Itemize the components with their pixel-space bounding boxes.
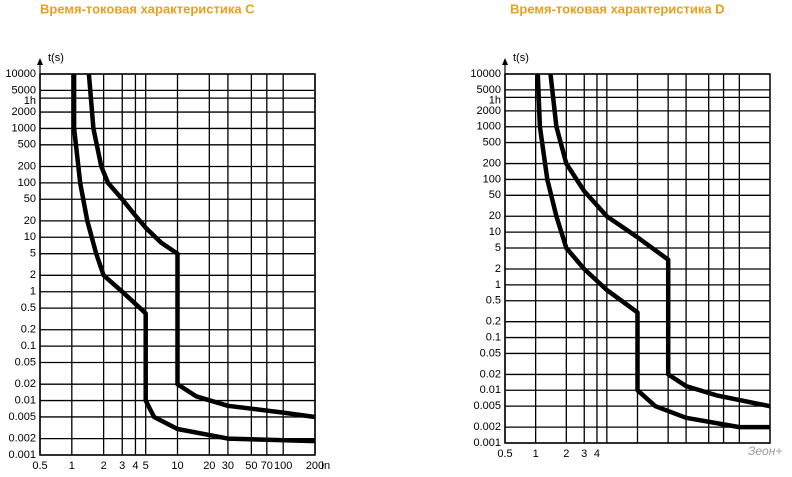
y-tick-label: 0.02 <box>15 378 36 390</box>
y-tick-label: 20 <box>489 210 501 222</box>
x-tick-label: 10 <box>171 460 183 472</box>
y-tick-label: 0.005 <box>8 411 36 423</box>
y-tick-label: 10 <box>24 231 36 243</box>
y-tick-label: 20 <box>24 215 36 227</box>
y-tick-label: 0.002 <box>473 421 501 433</box>
x-tick-label: 3 <box>581 448 587 460</box>
y-tick-label: 200 <box>18 160 36 172</box>
y-tick-label: 0.05 <box>480 347 501 359</box>
x-tick-label: 4 <box>594 448 600 460</box>
y-tick-label: 1 <box>30 286 36 298</box>
y-tick-label: 5000 <box>12 84 36 96</box>
y-tick-label: 0.02 <box>480 368 501 380</box>
y-tick-label: 50 <box>489 189 501 201</box>
x-tick-label: 2 <box>563 448 569 460</box>
x-tick-label: 0.5 <box>32 460 47 472</box>
x-tick-label: 30 <box>222 460 234 472</box>
y-tick-label: 2 <box>495 263 501 275</box>
y-tick-label: 0.2 <box>21 324 36 336</box>
y-tick-label: 0.005 <box>473 400 501 412</box>
y-axis-arrowhead <box>502 58 508 65</box>
x-tick-label: 4 <box>132 460 138 472</box>
y-tick-label: 0.2 <box>486 316 501 328</box>
y-tick-label: 0.002 <box>8 433 36 445</box>
y-tick-label: 1h <box>489 94 501 106</box>
y-tick-label: 10000 <box>470 68 501 80</box>
y-tick-label: 0.1 <box>21 340 36 352</box>
y-axis-label: t(s) <box>48 52 64 64</box>
watermark: Зеон+ <box>748 444 782 458</box>
y-tick-label: 500 <box>483 136 501 148</box>
chart-title: Время-токовая характеристика D <box>510 1 725 16</box>
y-tick-label: 0.01 <box>15 394 36 406</box>
x-tick-label: 20 <box>203 460 215 472</box>
y-axis-arrowhead <box>37 58 43 65</box>
x-tick-label: 100 <box>274 460 292 472</box>
y-tick-label: 50 <box>24 193 36 205</box>
x-axis-label: In <box>321 460 330 472</box>
y-axis-label: t(s) <box>513 52 529 64</box>
x-tick-label: 200 <box>306 460 324 472</box>
x-tick-label: 5 <box>143 460 149 472</box>
y-tick-label: 2 <box>30 269 36 281</box>
y-tick-label: 0.001 <box>8 449 36 461</box>
curve <box>535 73 770 430</box>
chart-title: Время-токовая характеристика C <box>40 1 255 16</box>
y-tick-label: 1h <box>24 95 36 107</box>
y-tick-label: 200 <box>483 157 501 169</box>
y-tick-label: 0.5 <box>486 295 501 307</box>
x-tick-label: 1 <box>533 448 539 460</box>
y-tick-label: 100 <box>483 173 501 185</box>
y-tick-label: 2000 <box>477 105 501 117</box>
curve <box>86 73 316 420</box>
x-tick-label: 1 <box>69 460 75 472</box>
x-tick-label: 0.5 <box>497 448 512 460</box>
y-tick-label: 100 <box>18 177 36 189</box>
y-tick-label: 1000 <box>477 121 501 133</box>
y-tick-label: 0.001 <box>473 437 501 449</box>
y-tick-label: 1000 <box>12 122 36 134</box>
y-tick-label: 10 <box>489 226 501 238</box>
curve <box>71 74 316 444</box>
y-tick-label: 0.5 <box>21 302 36 314</box>
y-tick-label: 0.05 <box>15 356 36 368</box>
x-tick-label: 2 <box>101 460 107 472</box>
y-tick-label: 2000 <box>12 106 36 118</box>
y-tick-label: 1 <box>495 279 501 291</box>
x-tick-label: 70 <box>261 460 273 472</box>
y-tick-label: 5000 <box>477 84 501 96</box>
y-tick-label: 5 <box>30 248 36 260</box>
y-tick-label: 10000 <box>5 68 36 80</box>
x-tick-label: 50 <box>245 460 257 472</box>
y-tick-label: 500 <box>18 139 36 151</box>
x-tick-label: 3 <box>119 460 125 472</box>
y-tick-label: 0.01 <box>480 384 501 396</box>
curve <box>548 73 771 409</box>
y-tick-label: 0.1 <box>486 331 501 343</box>
y-tick-label: 5 <box>495 242 501 254</box>
